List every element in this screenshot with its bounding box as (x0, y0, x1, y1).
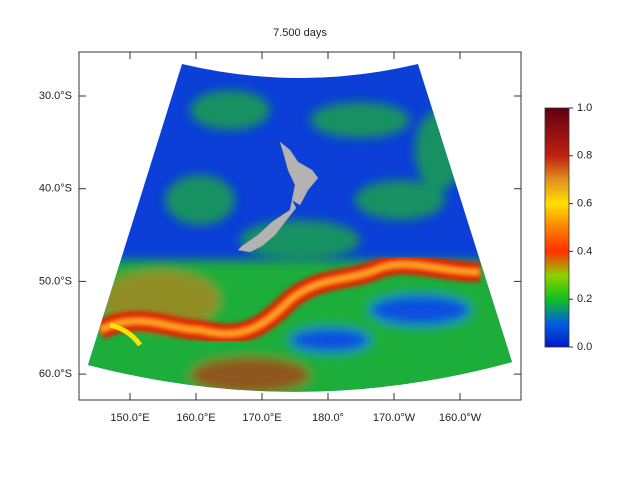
lat-label: 50.0°S (39, 275, 72, 287)
lat-label: 40.0°S (39, 183, 72, 195)
colorbar-label: 0.0 (577, 341, 592, 353)
colorbar-label: 0.8 (577, 150, 592, 162)
colorbar-label: 0.2 (577, 293, 592, 305)
lon-label: 170.0°W (373, 412, 416, 424)
map-title: 7.500 days (273, 27, 327, 39)
colorbar-label: 0.4 (577, 245, 592, 257)
lat-label: 30.0°S (39, 90, 72, 102)
lon-label: 160.0°E (176, 412, 215, 424)
lon-label: 170.0°E (242, 412, 281, 424)
colorbar-label: 1.0 (577, 102, 592, 114)
lon-label: 180.0° (312, 412, 344, 424)
colorbar-label: 0.6 (577, 198, 592, 210)
lat-label: 60.0°S (39, 368, 72, 380)
speed-field (88, 64, 512, 392)
lon-label: 150.0°E (110, 412, 149, 424)
lon-label: 160.0°W (439, 412, 482, 424)
colorbar (544, 107, 570, 348)
map-frame (78, 51, 522, 401)
new-zealand (237, 141, 319, 253)
